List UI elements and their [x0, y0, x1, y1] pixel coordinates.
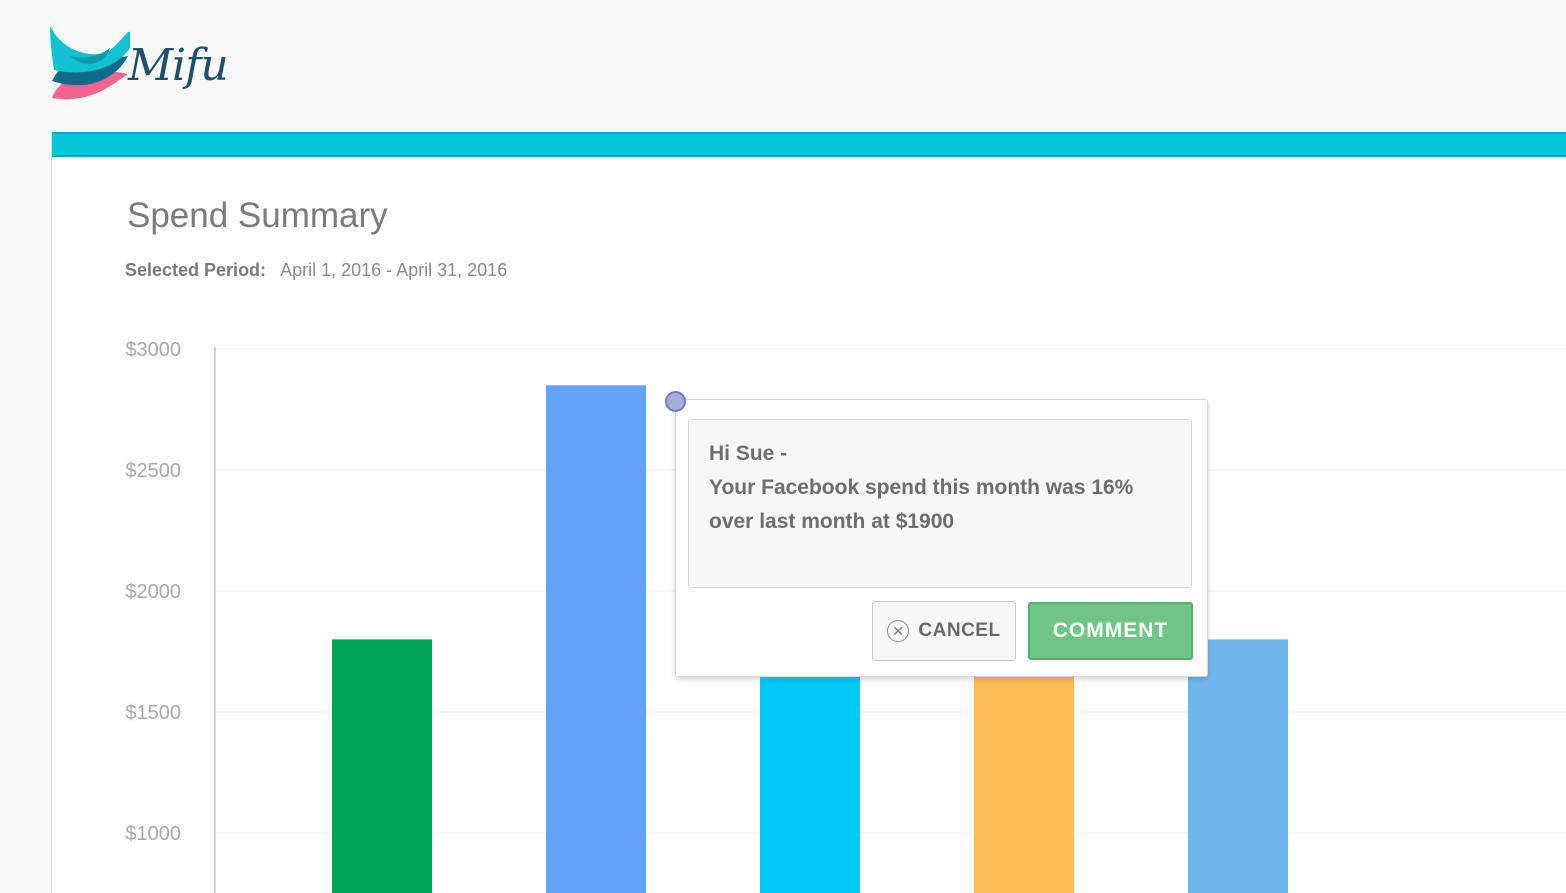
cancel-button[interactable]: ✕ CANCEL [872, 601, 1016, 661]
y-tick-label: $2500 [125, 460, 181, 482]
cancel-label: CANCEL [918, 620, 1001, 641]
comment-textarea[interactable]: Hi Sue - Your Facebook spend this month … [688, 419, 1192, 588]
y-tick-label: $3000 [125, 339, 181, 361]
spend-bar-chart: $3000 $2500 $2000 $1500 $1000 [125, 339, 1566, 893]
comment-label: COMMENT [1052, 619, 1169, 642]
y-tick-label: $1500 [125, 702, 181, 724]
bird-logo-icon [50, 26, 130, 100]
period-label: Selected Period: [125, 260, 267, 280]
brand-name: Mifu [128, 40, 229, 91]
accent-bar [52, 132, 1566, 157]
selected-period: Selected Period: April 1, 2016 - April 3… [125, 260, 507, 281]
close-circle-icon: ✕ [887, 620, 910, 642]
page-title: Spend Summary [127, 196, 388, 235]
bar [332, 639, 432, 893]
y-tick-label: $1000 [125, 823, 181, 845]
comment-line: Your Facebook spend this month was 16% [709, 476, 1134, 499]
y-tick-label: $2000 [125, 581, 181, 603]
comment-line: over last month at $1900 [709, 510, 955, 533]
comment-line: Hi Sue - [709, 442, 788, 465]
bar [546, 385, 646, 893]
bar [1188, 639, 1288, 893]
comment-button[interactable]: COMMENT [1028, 602, 1193, 660]
bar [974, 639, 1074, 893]
spend-summary-card: Spend Summary Selected Period: April 1, … [51, 132, 1566, 893]
bar [760, 639, 860, 893]
period-value: April 1, 2016 - April 31, 2016 [280, 260, 508, 280]
mifu-logo[interactable]: Mifu [50, 26, 229, 118]
comment-popup: Hi Sue - Your Facebook spend this month … [675, 399, 1208, 677]
annotation-marker[interactable] [665, 391, 686, 412]
